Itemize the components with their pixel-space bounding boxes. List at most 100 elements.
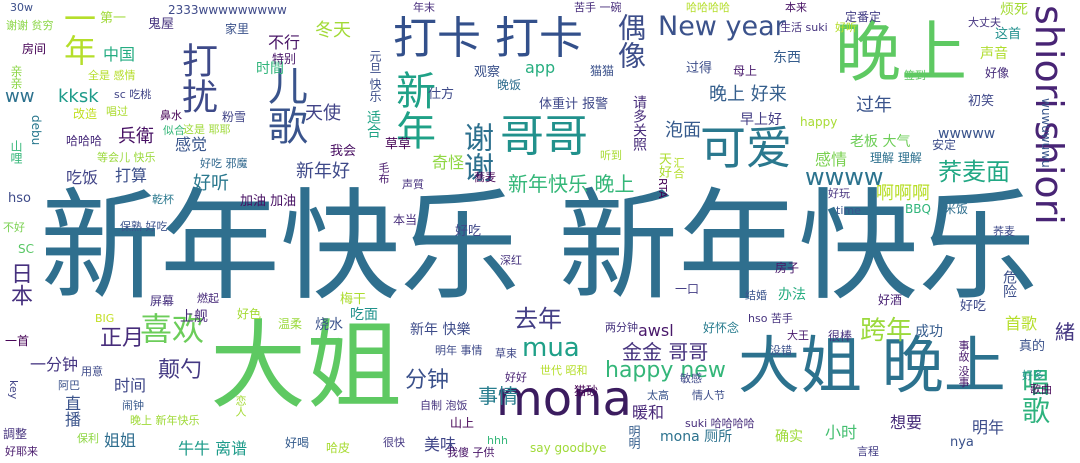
word: 理解 理解 (870, 151, 922, 165)
word: 太高 (647, 389, 669, 402)
word: 美味 (424, 435, 457, 454)
word: hhh (487, 434, 508, 447)
word: 体重计 报警 (539, 97, 609, 112)
word: time (836, 204, 861, 217)
word: sc 吃桃 (114, 88, 152, 101)
word: 不行 (268, 33, 301, 52)
word: 等会儿 快乐 (97, 151, 156, 164)
word: happy new (605, 358, 726, 383)
word: 草束 (495, 347, 517, 360)
word: 成功 (915, 324, 943, 340)
word: awsl (638, 321, 674, 340)
word: 打算 (115, 166, 148, 185)
word: 新年快乐 新年快乐 (40, 178, 1039, 317)
word: 不好 (3, 221, 25, 234)
word: 好色 (237, 307, 262, 321)
word: 特别 (272, 52, 297, 66)
word: 日本 (7, 262, 32, 306)
word: 没错 (770, 344, 792, 357)
word: 明年 事情 (435, 344, 483, 357)
word: mona 厕所 (660, 429, 733, 445)
word: 温柔 (278, 317, 303, 331)
word: 梅干 (340, 292, 367, 307)
word: 明明 (627, 425, 641, 449)
word: 两分钟 (605, 321, 638, 334)
word: 声音 (980, 46, 1008, 62)
word: 山上 (450, 416, 475, 430)
word: 保熟 好吃 (120, 220, 168, 233)
word: 草草 (385, 137, 412, 152)
word: 我傻 子供 (447, 446, 495, 459)
word: New year (658, 11, 786, 42)
word: 打卡 打卡 (393, 13, 583, 64)
word: 分钟 (405, 368, 450, 393)
word: 小时 (825, 423, 858, 442)
word: 闹钟 (122, 399, 144, 412)
word: 啊啊啊 (876, 183, 930, 204)
word: 新年快乐 晚上 (508, 172, 635, 196)
word: 姐姐 (104, 431, 137, 450)
word: 第一 (100, 11, 127, 26)
word: 年末 (413, 1, 435, 14)
word: 事情 (478, 384, 518, 408)
word: 偶像 (614, 13, 647, 69)
word: 大姐 (210, 310, 402, 422)
word: mona (496, 371, 632, 427)
word: 好吃 (455, 224, 482, 239)
word: 时間 (256, 61, 284, 77)
word: 好耶来 (5, 445, 38, 458)
word: 危险 (1001, 270, 1017, 298)
word: 很快 (383, 436, 405, 449)
word: 观察 (474, 65, 501, 80)
word: 好听 (193, 173, 229, 194)
word: 这是 耶耶 (183, 123, 231, 136)
word: 苦手 一碗 (574, 1, 622, 14)
word: hso 苦手 (748, 312, 793, 325)
word: 晚上 (835, 14, 967, 91)
word: 全是 感情 (88, 69, 136, 82)
word: ww (5, 86, 35, 107)
word: 生活 suki (780, 21, 828, 34)
word: 毛布 (377, 162, 390, 184)
word: 去年 (514, 305, 562, 333)
word: 首歌 (1005, 314, 1038, 333)
word: 办法 (778, 287, 806, 303)
word: kksk (58, 86, 99, 107)
word: 晚饭 (497, 78, 522, 92)
word: 仕方 (428, 87, 455, 102)
word: 荞麦面 (938, 158, 1010, 186)
word: 喜欢 (140, 310, 205, 348)
word: 好玩 (828, 187, 850, 200)
word: 世代 昭和 (540, 364, 588, 377)
word: 阿巴 (58, 379, 80, 392)
word: 时间 (114, 376, 147, 395)
word: 想要 (890, 413, 923, 432)
word: 燃起 (197, 292, 219, 305)
word: 好怀念 (703, 321, 740, 335)
word: 烧水 (315, 317, 343, 333)
word: debu (29, 115, 43, 146)
word: 谢谢 (458, 122, 493, 182)
word: 粉雪 (222, 110, 247, 124)
word: nya (950, 435, 974, 450)
word: 这首 (995, 27, 1022, 42)
word: 上舰 (180, 309, 208, 325)
word: 确实 (775, 429, 803, 445)
word: app (525, 58, 556, 77)
word: 好听 (835, 21, 857, 34)
word: 真的 (1019, 339, 1046, 354)
word: 敏感 (680, 372, 702, 385)
word: 请多关照 (631, 95, 647, 151)
word: 大姐 晚上 (738, 329, 1006, 402)
word: 哈哈哈 (66, 134, 103, 148)
word: 一分钟 (30, 355, 79, 374)
word: 鼻水 (160, 109, 182, 122)
word: key (7, 380, 20, 400)
word: 定番定 (845, 10, 882, 24)
word: 屏幕 (150, 294, 175, 308)
word: 調整 (3, 427, 28, 441)
word: 似合 (163, 124, 185, 137)
word: 荞麦 (993, 225, 1015, 238)
word: 东西 (773, 50, 801, 66)
word: 结婚 (745, 289, 767, 302)
